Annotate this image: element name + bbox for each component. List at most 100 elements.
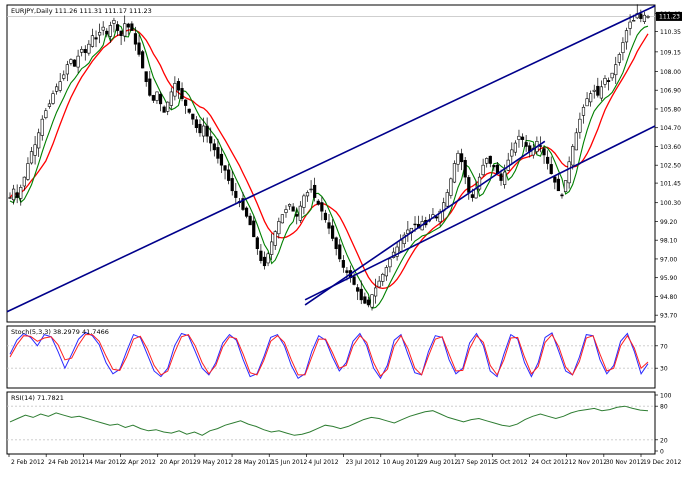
candle-body xyxy=(313,184,317,198)
candle-body xyxy=(11,188,16,201)
candle-body xyxy=(141,51,145,69)
candle-body xyxy=(356,287,360,292)
candle-body xyxy=(291,206,295,212)
candle-body xyxy=(8,197,12,199)
price-tick-label: 93.70 xyxy=(660,313,677,320)
stochastic-axis: 70 30 xyxy=(655,343,668,373)
candle-body xyxy=(259,250,263,261)
candle-body xyxy=(130,23,134,31)
candle-body xyxy=(585,98,589,107)
candle-body xyxy=(316,200,320,205)
candle-body xyxy=(19,187,23,199)
candle-body xyxy=(474,188,478,199)
candle-body xyxy=(277,221,281,235)
time-tick-label: 2 Feb 2012 xyxy=(11,459,45,466)
stochastic-tick-label: 70 xyxy=(660,343,668,350)
time-axis: 2 Feb 2012 24 Feb 2012 14 Mar 2012 2 Apr 20… xyxy=(8,454,682,466)
candle-body xyxy=(90,35,95,47)
stochastic-tick-label: 30 xyxy=(660,366,668,373)
rsi-panel-frame xyxy=(6,391,656,455)
time-tick-label: 14 Mar 2012 xyxy=(85,459,123,466)
rsi-tick-label: 20 xyxy=(660,437,668,444)
candle-body xyxy=(83,49,87,54)
candle-body xyxy=(510,149,514,157)
candle-body xyxy=(155,91,159,101)
time-tick-label: 23 Jul 2012 xyxy=(346,459,380,466)
candle-body xyxy=(173,83,177,97)
stochastic-title: Stoch(5,3,3) 38.2979 41.7466 xyxy=(11,328,109,336)
candle-body xyxy=(592,89,596,92)
candle-body xyxy=(485,158,489,164)
candle-body xyxy=(115,24,120,31)
candle-body xyxy=(513,142,517,153)
candle-body xyxy=(302,195,306,208)
candle-body xyxy=(524,142,528,147)
candle-body xyxy=(187,108,191,113)
stochastic-panel-frame xyxy=(6,325,656,389)
price-tick-label: 99.20 xyxy=(660,219,677,226)
candle-body xyxy=(352,276,356,285)
time-tick-label: 17 Sep 2012 xyxy=(457,459,495,466)
candle-body xyxy=(571,146,575,166)
price-axis: 111.40110.35109.15108.00106.90105.80104.… xyxy=(655,11,682,320)
price-tick-label: 102.50 xyxy=(660,163,681,170)
candle-body xyxy=(363,296,367,304)
candle-body xyxy=(227,169,231,181)
candle-body xyxy=(241,198,245,210)
candle-body xyxy=(94,37,98,40)
candle-body xyxy=(628,21,632,29)
candle-body xyxy=(481,164,485,176)
candle-body xyxy=(395,246,399,257)
candle-body xyxy=(98,31,102,36)
price-tick-label: 98.10 xyxy=(660,238,677,245)
candle-body xyxy=(381,273,385,282)
candle-body xyxy=(406,229,410,234)
candle-body xyxy=(309,188,313,191)
candle-body xyxy=(216,147,220,159)
channel-lower-line xyxy=(304,125,656,301)
candle-body xyxy=(266,253,270,264)
candle-body xyxy=(639,13,643,19)
candle-body xyxy=(223,165,227,171)
rsi-title: RSI(14) 71.7821 xyxy=(11,394,64,402)
candle-body xyxy=(209,136,213,144)
candle-body xyxy=(112,20,116,24)
candle-body xyxy=(205,125,209,137)
candle-body xyxy=(273,231,277,246)
time-tick-label: 9 May 2012 xyxy=(197,459,232,466)
candle-body xyxy=(40,118,44,136)
price-tick-label: 109.15 xyxy=(660,49,681,56)
candle-body xyxy=(477,176,482,190)
candle-body xyxy=(632,20,636,22)
rsi-series-RSI xyxy=(9,405,649,436)
candle-body xyxy=(503,171,507,185)
moving-average-slow xyxy=(9,28,649,290)
candle-body xyxy=(531,147,535,156)
price-panel: 111.40110.35109.15108.00106.90105.80104.… xyxy=(6,4,682,323)
candle-body xyxy=(499,173,503,181)
candle-body xyxy=(191,113,195,120)
time-tick-label: 28 May 2012 xyxy=(234,459,273,466)
time-tick-label: 30 Nov 2012 xyxy=(606,459,645,466)
time-tick-label: 15 Jun 2012 xyxy=(271,459,307,466)
candle-body xyxy=(610,72,614,79)
candle-body xyxy=(180,88,184,100)
candle-body xyxy=(22,176,26,187)
stochastic-series-main xyxy=(9,331,649,380)
candle-body xyxy=(212,143,216,151)
candle-body xyxy=(255,237,259,250)
candle-body xyxy=(151,95,155,101)
stochastic-series-signal xyxy=(9,333,649,377)
candle-body xyxy=(470,194,474,198)
candle-body xyxy=(556,178,560,192)
time-tick-label: 2 Apr 2012 xyxy=(123,459,156,466)
stochastic-panel: 70 30 Stoch(5,3,3) 38.2979 41.7466 xyxy=(6,325,668,389)
price-tick-label: 110.35 xyxy=(660,29,681,36)
candle-body xyxy=(26,163,30,180)
candle-body xyxy=(341,260,345,268)
candle-body xyxy=(51,93,55,104)
time-tick-label: 5 Oct 2012 xyxy=(494,459,527,466)
candle-body xyxy=(162,106,166,113)
candle-body xyxy=(614,64,618,76)
time-tick-label: 24 Oct 2012 xyxy=(531,459,568,466)
